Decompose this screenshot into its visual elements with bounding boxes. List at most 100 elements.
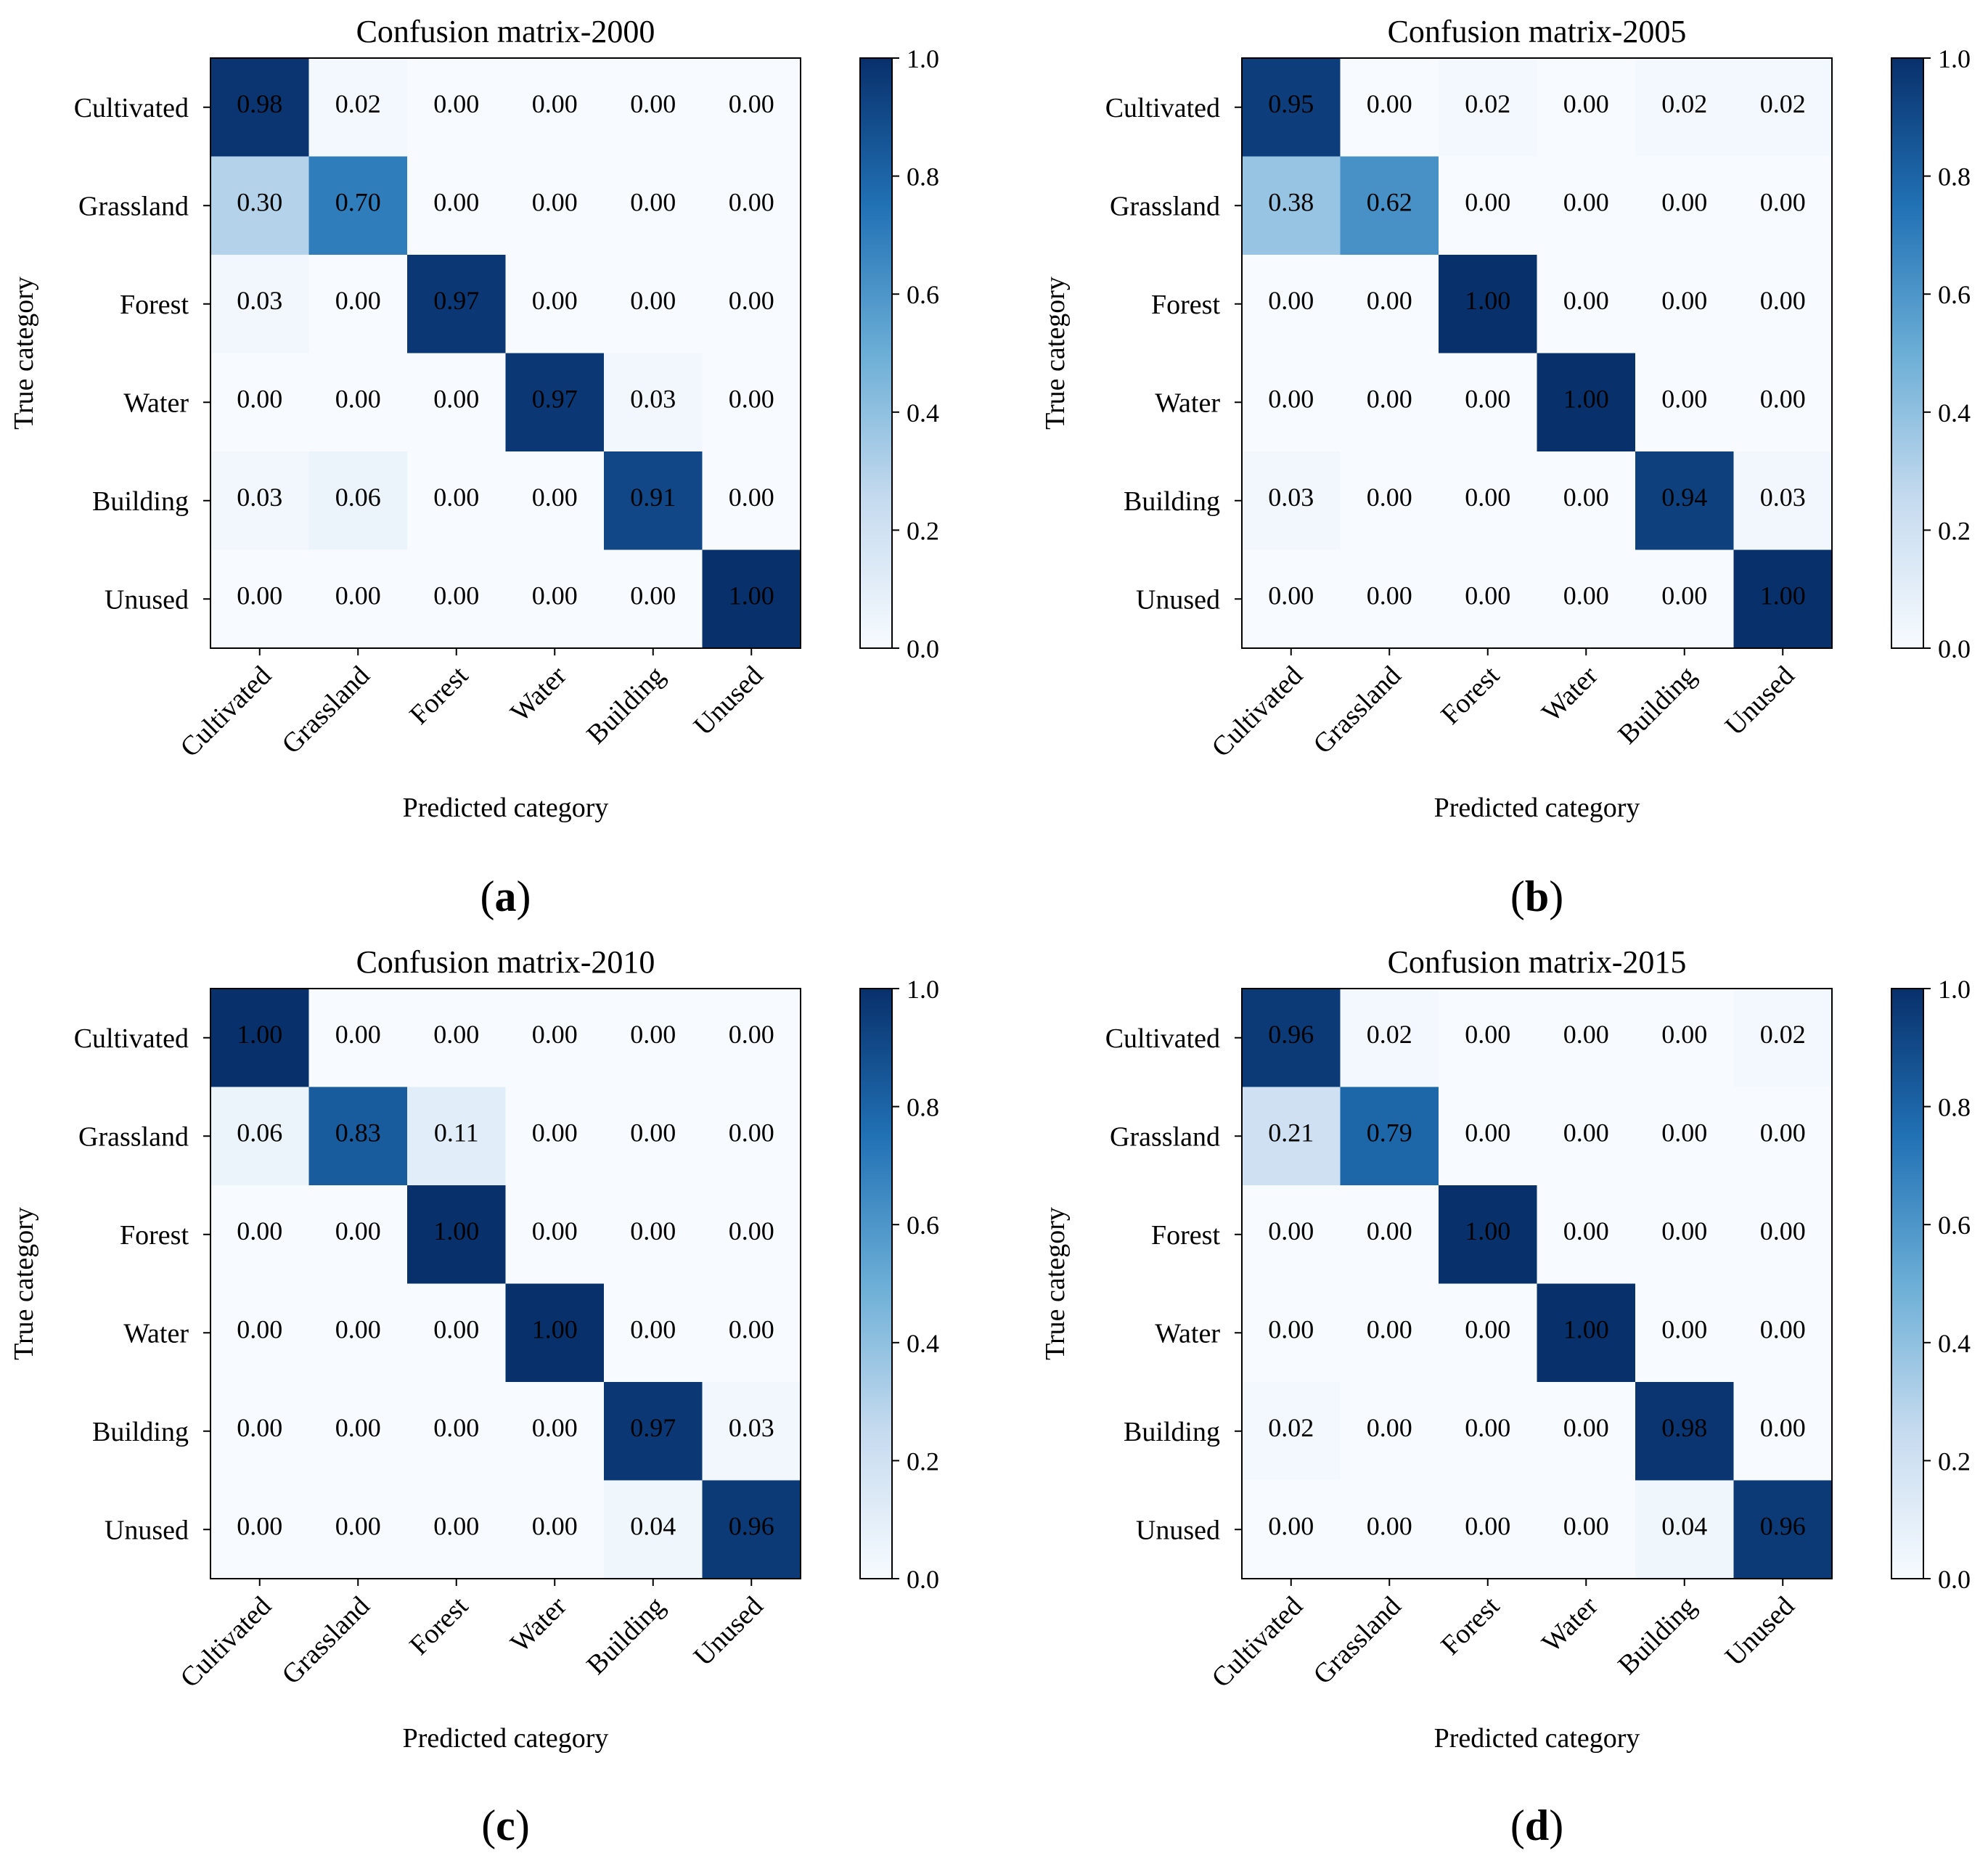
cell-value-label: 0.02 (335, 89, 381, 118)
heatmap-cell (702, 1480, 801, 1579)
cell-value-label: 0.00 (1268, 1216, 1314, 1246)
cell-value-label: 0.00 (630, 1118, 676, 1148)
y-tick-label: Forest (1151, 1220, 1220, 1251)
heatmap-cell (1733, 255, 1833, 354)
heatmap-cell (1242, 549, 1341, 649)
heatmap-cell (1733, 549, 1833, 649)
heatmap-cell (210, 353, 310, 452)
cell-value-label: 0.00 (1367, 581, 1412, 610)
heatmap-cell (210, 1382, 310, 1481)
x-tick-label: Building (581, 661, 671, 751)
heatmap-cell (505, 1283, 605, 1383)
cell-value-label: 0.79 (1367, 1118, 1412, 1148)
colorbar-tick-label: 1.0 (1938, 975, 1971, 1004)
heatmap-cell (505, 58, 605, 158)
cell-value-label: 0.03 (729, 1413, 774, 1442)
y-tick-label: Cultivated (1105, 93, 1220, 123)
heatmap-cell (1635, 1283, 1735, 1383)
heatmap-cell (1242, 451, 1341, 551)
cell-value-label: 0.00 (1760, 286, 1806, 315)
cell-value-label: 0.00 (729, 1118, 774, 1148)
heatmap-cell (407, 58, 507, 158)
x-tick-label: Water (1536, 660, 1603, 727)
heatmap-cell (604, 549, 703, 649)
cell-value-label: 1.00 (433, 1216, 479, 1246)
cell-value-label: 0.00 (729, 188, 774, 217)
heatmap-cell (1439, 255, 1538, 354)
heatmap-cell (1242, 1185, 1341, 1285)
colorbar-tick-label: 0.8 (907, 163, 939, 192)
cell-value-label: 0.00 (1760, 1216, 1806, 1246)
y-tick-label: Building (92, 486, 189, 517)
cell-value-label: 0.00 (1465, 1020, 1510, 1049)
cell-value-label: 0.00 (630, 286, 676, 315)
heatmap-cell (210, 549, 310, 649)
heatmap-cell (1537, 1382, 1636, 1481)
cell-value-label: 0.00 (1661, 286, 1707, 315)
heatmap-cell (1242, 353, 1341, 452)
panel-0: Confusion matrix-2000 0.98 0.02 0.00 0.00 0.0… (9, 14, 939, 920)
cell-value-label: 0.00 (335, 385, 381, 414)
cell-value-label: 0.00 (1760, 1315, 1806, 1344)
heatmap-cell (1439, 451, 1538, 551)
heatmap-cell (1340, 58, 1439, 158)
cell-value-label: 0.00 (630, 581, 676, 610)
heatmap-cell (210, 1185, 310, 1285)
heatmap-cell (1635, 255, 1735, 354)
cell-value-label: 1.00 (237, 1020, 282, 1049)
x-axis-label: Predicted category (403, 793, 609, 823)
cell-value-label: 0.00 (1367, 385, 1412, 414)
colorbar (1891, 58, 1923, 648)
x-tick-label: Building (1612, 661, 1702, 751)
heatmap-cell (702, 989, 801, 1088)
heatmap-cell (505, 156, 605, 255)
cell-value-label: 0.04 (630, 1512, 676, 1541)
cell-value-label: 0.02 (1268, 1413, 1314, 1442)
panel-label: (a) (480, 872, 531, 920)
x-tick-label: Cultivated (1206, 1591, 1309, 1694)
cell-value-label: 0.38 (1268, 188, 1314, 217)
cell-value-label: 0.94 (1661, 483, 1707, 512)
heatmap-cell (1635, 156, 1735, 255)
cell-value-label: 0.00 (532, 188, 578, 217)
cell-value-label: 0.00 (335, 1315, 381, 1344)
x-tick-label: Water (504, 660, 572, 727)
colorbar-tick-label: 0.0 (907, 1565, 939, 1594)
heatmap-cell (407, 255, 507, 354)
cell-value-label: 0.00 (433, 1315, 479, 1344)
x-axis-label: Predicted category (1434, 1723, 1640, 1754)
cell-value-label: 0.00 (335, 1512, 381, 1541)
panel-1: Confusion matrix-2005 0.95 0.00 0.02 0.00 0.0… (1040, 14, 1971, 920)
panel-3: Confusion matrix-2015 0.96 0.02 0.00 0.00 0.0… (1040, 944, 1971, 1849)
cell-value-label: 0.04 (1661, 1512, 1707, 1541)
heatmap-cell (308, 1087, 408, 1186)
colorbar-tick-label: 0.4 (1938, 1329, 1971, 1358)
heatmap-cell (1340, 353, 1439, 452)
heatmap-cell (210, 1283, 310, 1383)
heatmap-cell (505, 353, 605, 452)
colorbar-tick-label: 0.2 (1938, 516, 1971, 545)
cell-value-label: 1.00 (1760, 581, 1806, 610)
heatmap-cell (1733, 353, 1833, 452)
cell-value-label: 0.00 (1367, 483, 1412, 512)
cell-value-label: 0.03 (630, 385, 676, 414)
cell-value-label: 0.00 (433, 89, 479, 118)
heatmap-cell (308, 353, 408, 452)
y-tick-label: Water (1155, 1318, 1220, 1349)
cell-value-label: 0.30 (237, 188, 282, 217)
cell-value-label: 0.00 (532, 89, 578, 118)
cell-value-label: 0.97 (433, 286, 479, 315)
heatmap-cell (1242, 1283, 1341, 1383)
heatmap-cell (505, 1480, 605, 1579)
heatmap-cell (702, 1185, 801, 1285)
cell-value-label: 0.95 (1268, 89, 1314, 118)
heatmap-cell (210, 255, 310, 354)
cell-value-label: 0.00 (1465, 1512, 1510, 1541)
colorbar-tick-label: 1.0 (1938, 44, 1971, 73)
heatmap-cell (308, 451, 408, 551)
heatmap-cell (1242, 1480, 1341, 1579)
colorbar-tick-label: 0.8 (907, 1093, 939, 1122)
colorbar-frame (859, 57, 893, 649)
x-axis-label: Predicted category (1434, 793, 1640, 823)
heatmap-cell (1242, 989, 1341, 1088)
